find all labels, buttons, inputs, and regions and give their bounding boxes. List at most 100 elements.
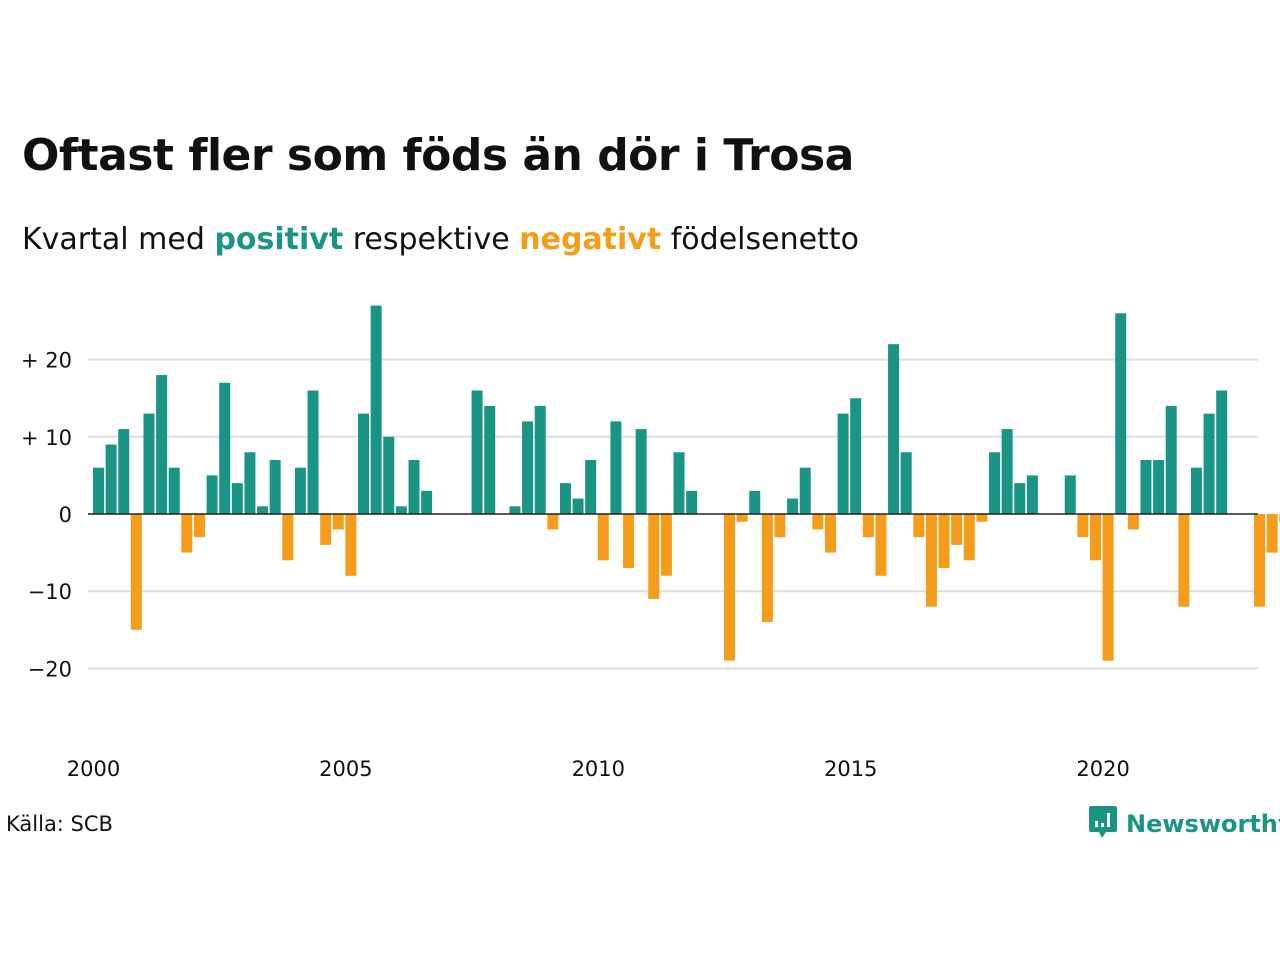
bar-negative [1102,514,1114,661]
bar-negative [736,514,748,522]
bar-positive [749,490,761,514]
bar-negative [332,514,344,530]
bar-negative [282,514,294,561]
bar-positive [484,405,496,514]
bar-negative [913,514,925,538]
bar-positive [358,413,370,514]
bar-negative [951,514,963,545]
y-tick-label: + 10 [21,426,72,450]
subtitle-positive-word: positivt [214,222,344,257]
bar-positive [837,413,849,514]
x-axis-ticks: 2000 2005 2010 2015 2020 [67,757,1130,781]
bar-positive [1190,467,1202,514]
chart-subtitle: Kvartal med positivt respektive negativt… [22,222,859,257]
bar-negative [963,514,975,561]
bar-positive [244,452,256,514]
bar-negative [774,514,786,538]
subtitle-negative-word: negativt [519,222,662,257]
bars [93,305,1280,661]
bar-positive [534,405,546,514]
bar-positive [471,390,483,514]
bar-negative [976,514,988,522]
bar-negative [724,514,735,661]
bar-positive [1001,429,1013,514]
bar-negative [824,514,836,553]
bar-positive [989,452,1001,514]
bar-positive [610,421,622,514]
bar-negative [925,514,937,607]
bar-positive [1115,313,1127,514]
y-tick-label: −10 [28,580,72,604]
bar-positive [383,436,395,514]
bar-negative [1089,514,1101,561]
bar-positive [219,382,231,514]
bar-negative [1077,514,1089,538]
bar-positive [257,506,269,514]
bar-positive [888,344,900,514]
bar-negative [345,514,357,576]
bar-positive [143,413,155,514]
bar-negative [181,514,193,553]
bar-negative [862,514,874,538]
bar-negative [547,514,559,530]
bar-negative [648,514,660,599]
source-note: Källa: SCB [6,812,113,836]
bar-positive [1216,390,1228,514]
bar-positive [509,506,521,514]
subtitle-middle: respektive [352,222,510,257]
y-tick-label: + 20 [21,349,72,373]
bar-positive [850,398,862,514]
bar-negative [812,514,824,530]
bar-positive [421,490,433,514]
bar-negative [938,514,950,569]
bar-positive [93,467,104,514]
bar-positive [370,305,382,514]
bar-positive [1203,413,1215,514]
bar-positive [231,483,243,514]
bar-positive [787,498,799,514]
bar-negative [623,514,635,569]
bar-positive [559,483,571,514]
x-tick-label: 2015 [824,757,877,781]
bar-chart: + 20 + 10 0 −10 −20 2000 2005 2010 2015 2020 [21,305,1280,781]
bar-negative [761,514,773,623]
brand: Newsworthy [1088,804,1280,844]
bar-positive [168,467,180,514]
grid-lines [88,358,1258,670]
bar-positive [1140,459,1152,514]
chart-title: Oftast fler som föds än dör i Trosa [22,130,854,181]
bar-positive [206,475,218,514]
bar-positive [294,467,306,514]
bar-positive [118,429,130,514]
bar-negative [193,514,205,538]
y-tick-label: 0 [59,503,72,527]
bar-positive [900,452,912,514]
x-tick-label: 2010 [572,757,625,781]
bar-positive [395,506,407,514]
x-tick-label: 2020 [1076,757,1129,781]
bar-positive [635,429,647,514]
bar-positive [1026,475,1038,514]
newsworthy-logo-icon [1088,804,1118,844]
bar-positive [156,375,168,514]
bar-positive [1165,405,1177,514]
y-axis-ticks: + 20 + 10 0 −10 −20 [21,349,72,682]
bar-negative [130,514,142,630]
subtitle-suffix: födelsenetto [670,222,859,257]
bar-positive [269,459,281,514]
x-tick-label: 2005 [319,757,372,781]
bar-positive [1014,483,1026,514]
bar-positive [673,452,685,514]
bar-negative [597,514,609,561]
bar-negative [1266,514,1278,553]
bar-positive [799,467,811,514]
bar-positive [1153,459,1165,514]
bar-negative [320,514,332,545]
bar-positive [1064,475,1076,514]
bar-positive [408,459,420,514]
brand-name: Newsworthy [1126,810,1280,838]
bar-negative [1127,514,1139,530]
subtitle-prefix: Kvartal med [22,222,205,257]
bar-positive [585,459,597,514]
bar-positive [307,390,319,514]
